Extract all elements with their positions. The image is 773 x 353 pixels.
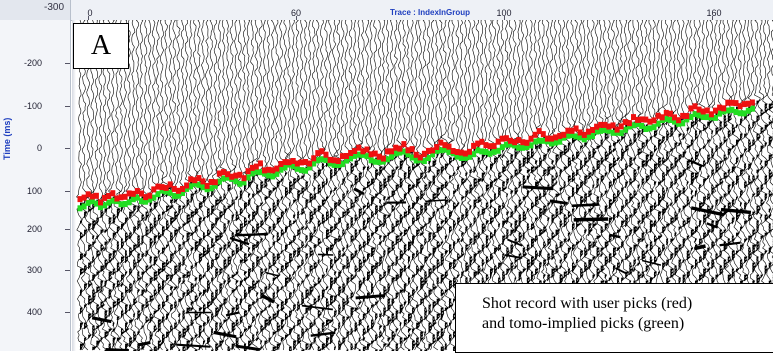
wiggle-trace — [138, 20, 145, 350]
wiggle-trace — [445, 20, 452, 350]
user-pick-marker — [324, 152, 329, 158]
wiggle-trace-fill — [297, 176, 301, 344]
user-pick-marker — [410, 146, 415, 152]
time-axis-title: Time (ms) — [2, 118, 12, 160]
user-pick-marker — [147, 193, 152, 199]
time-tick-label: 400 — [27, 307, 42, 317]
reflection-event — [214, 332, 236, 336]
wiggle-trace-fill — [195, 191, 199, 351]
wiggle-trace-fill — [392, 152, 396, 351]
time-tick — [65, 63, 70, 64]
time-tick — [65, 229, 70, 230]
wiggle-trace-fill — [445, 146, 449, 350]
wiggle-trace — [220, 20, 227, 350]
wiggle-trace — [310, 20, 317, 350]
reflection-event — [522, 187, 553, 189]
reflection-event — [138, 342, 151, 344]
wiggle-trace — [80, 20, 87, 350]
user-pick-marker — [110, 190, 115, 196]
reflection-event — [615, 268, 626, 273]
time-tick — [65, 106, 70, 107]
time-tick-label: 200 — [27, 224, 42, 234]
user-pick-marker — [684, 113, 689, 119]
user-pick-marker — [213, 179, 218, 185]
wiggle-trace — [294, 20, 302, 350]
user-pick-marker — [242, 175, 247, 181]
time-axis-ruler: Time (ms) -200 -100 0 100 200 300 400 — [0, 20, 71, 351]
trace-axis-title: Trace : IndexInGroup — [390, 8, 470, 17]
user-pick-marker — [307, 161, 312, 167]
time-tick — [65, 270, 70, 271]
wiggle-trace-fill — [252, 176, 256, 341]
user-pick-marker — [467, 149, 472, 155]
time-tick — [65, 312, 70, 313]
time-tick — [65, 191, 70, 192]
reflection-event — [92, 318, 111, 322]
wiggle-trace-fill — [347, 158, 350, 351]
wiggle-trace-fill — [166, 188, 170, 351]
wiggle-trace — [122, 20, 129, 350]
reflection-event — [266, 273, 279, 276]
wiggle-trace-fill — [224, 176, 227, 338]
time-tick-label: 300 — [27, 265, 42, 275]
wiggle-trace-fill — [318, 170, 321, 351]
panel-label: A — [73, 23, 129, 69]
trace-tick-label: 160 — [706, 8, 721, 18]
trace-axis-ruler: -300 0 60 100 160 Trace : IndexInGroup — [0, 0, 773, 21]
time-tick — [65, 148, 70, 149]
wiggle-trace-fill — [228, 185, 232, 351]
reflection-event — [318, 254, 333, 255]
wiggle-trace-fill — [375, 158, 378, 351]
wiggle-trace — [372, 20, 379, 350]
wiggle-trace — [134, 20, 141, 350]
wiggle-trace — [401, 20, 408, 350]
user-pick-marker — [401, 141, 406, 147]
wiggle-trace — [105, 20, 113, 350]
wiggle-trace-fill — [211, 188, 215, 351]
wiggle-trace — [97, 20, 104, 350]
caption-line-tomo-picks: and tomo-implied picks (green) — [482, 314, 773, 334]
user-pick-marker — [258, 160, 263, 166]
time-tick-label: -200 — [24, 58, 42, 68]
caption-line-user-picks: Shot record with user picks (red) — [482, 294, 773, 314]
reflection-event — [235, 234, 268, 235]
reflection-event — [425, 200, 445, 201]
ruler-corner: -300 — [0, 0, 71, 20]
figure-caption: Shot record with user picks (red) and to… — [455, 283, 773, 353]
user-pick-marker — [94, 193, 99, 199]
user-pick-marker — [750, 100, 755, 106]
time-tick-label: 100 — [27, 186, 42, 196]
reflection-event — [177, 345, 211, 347]
time-tick-label: -100 — [24, 101, 42, 111]
corner-time-label: -300 — [44, 2, 64, 13]
wiggle-trace — [248, 20, 256, 350]
user-pick-marker — [721, 105, 726, 111]
user-pick-marker — [627, 120, 632, 126]
wiggle-trace — [101, 20, 108, 350]
user-pick-marker — [381, 156, 386, 162]
wiggle-trace-fill — [203, 185, 206, 344]
reflection-event — [574, 219, 608, 220]
user-pick-marker — [311, 155, 316, 161]
reflection-event — [695, 246, 706, 248]
reflection-event — [572, 204, 599, 205]
user-pick-marker — [184, 183, 189, 189]
wiggle-trace-fill — [277, 182, 281, 350]
time-tick-label: 0 — [37, 143, 42, 153]
